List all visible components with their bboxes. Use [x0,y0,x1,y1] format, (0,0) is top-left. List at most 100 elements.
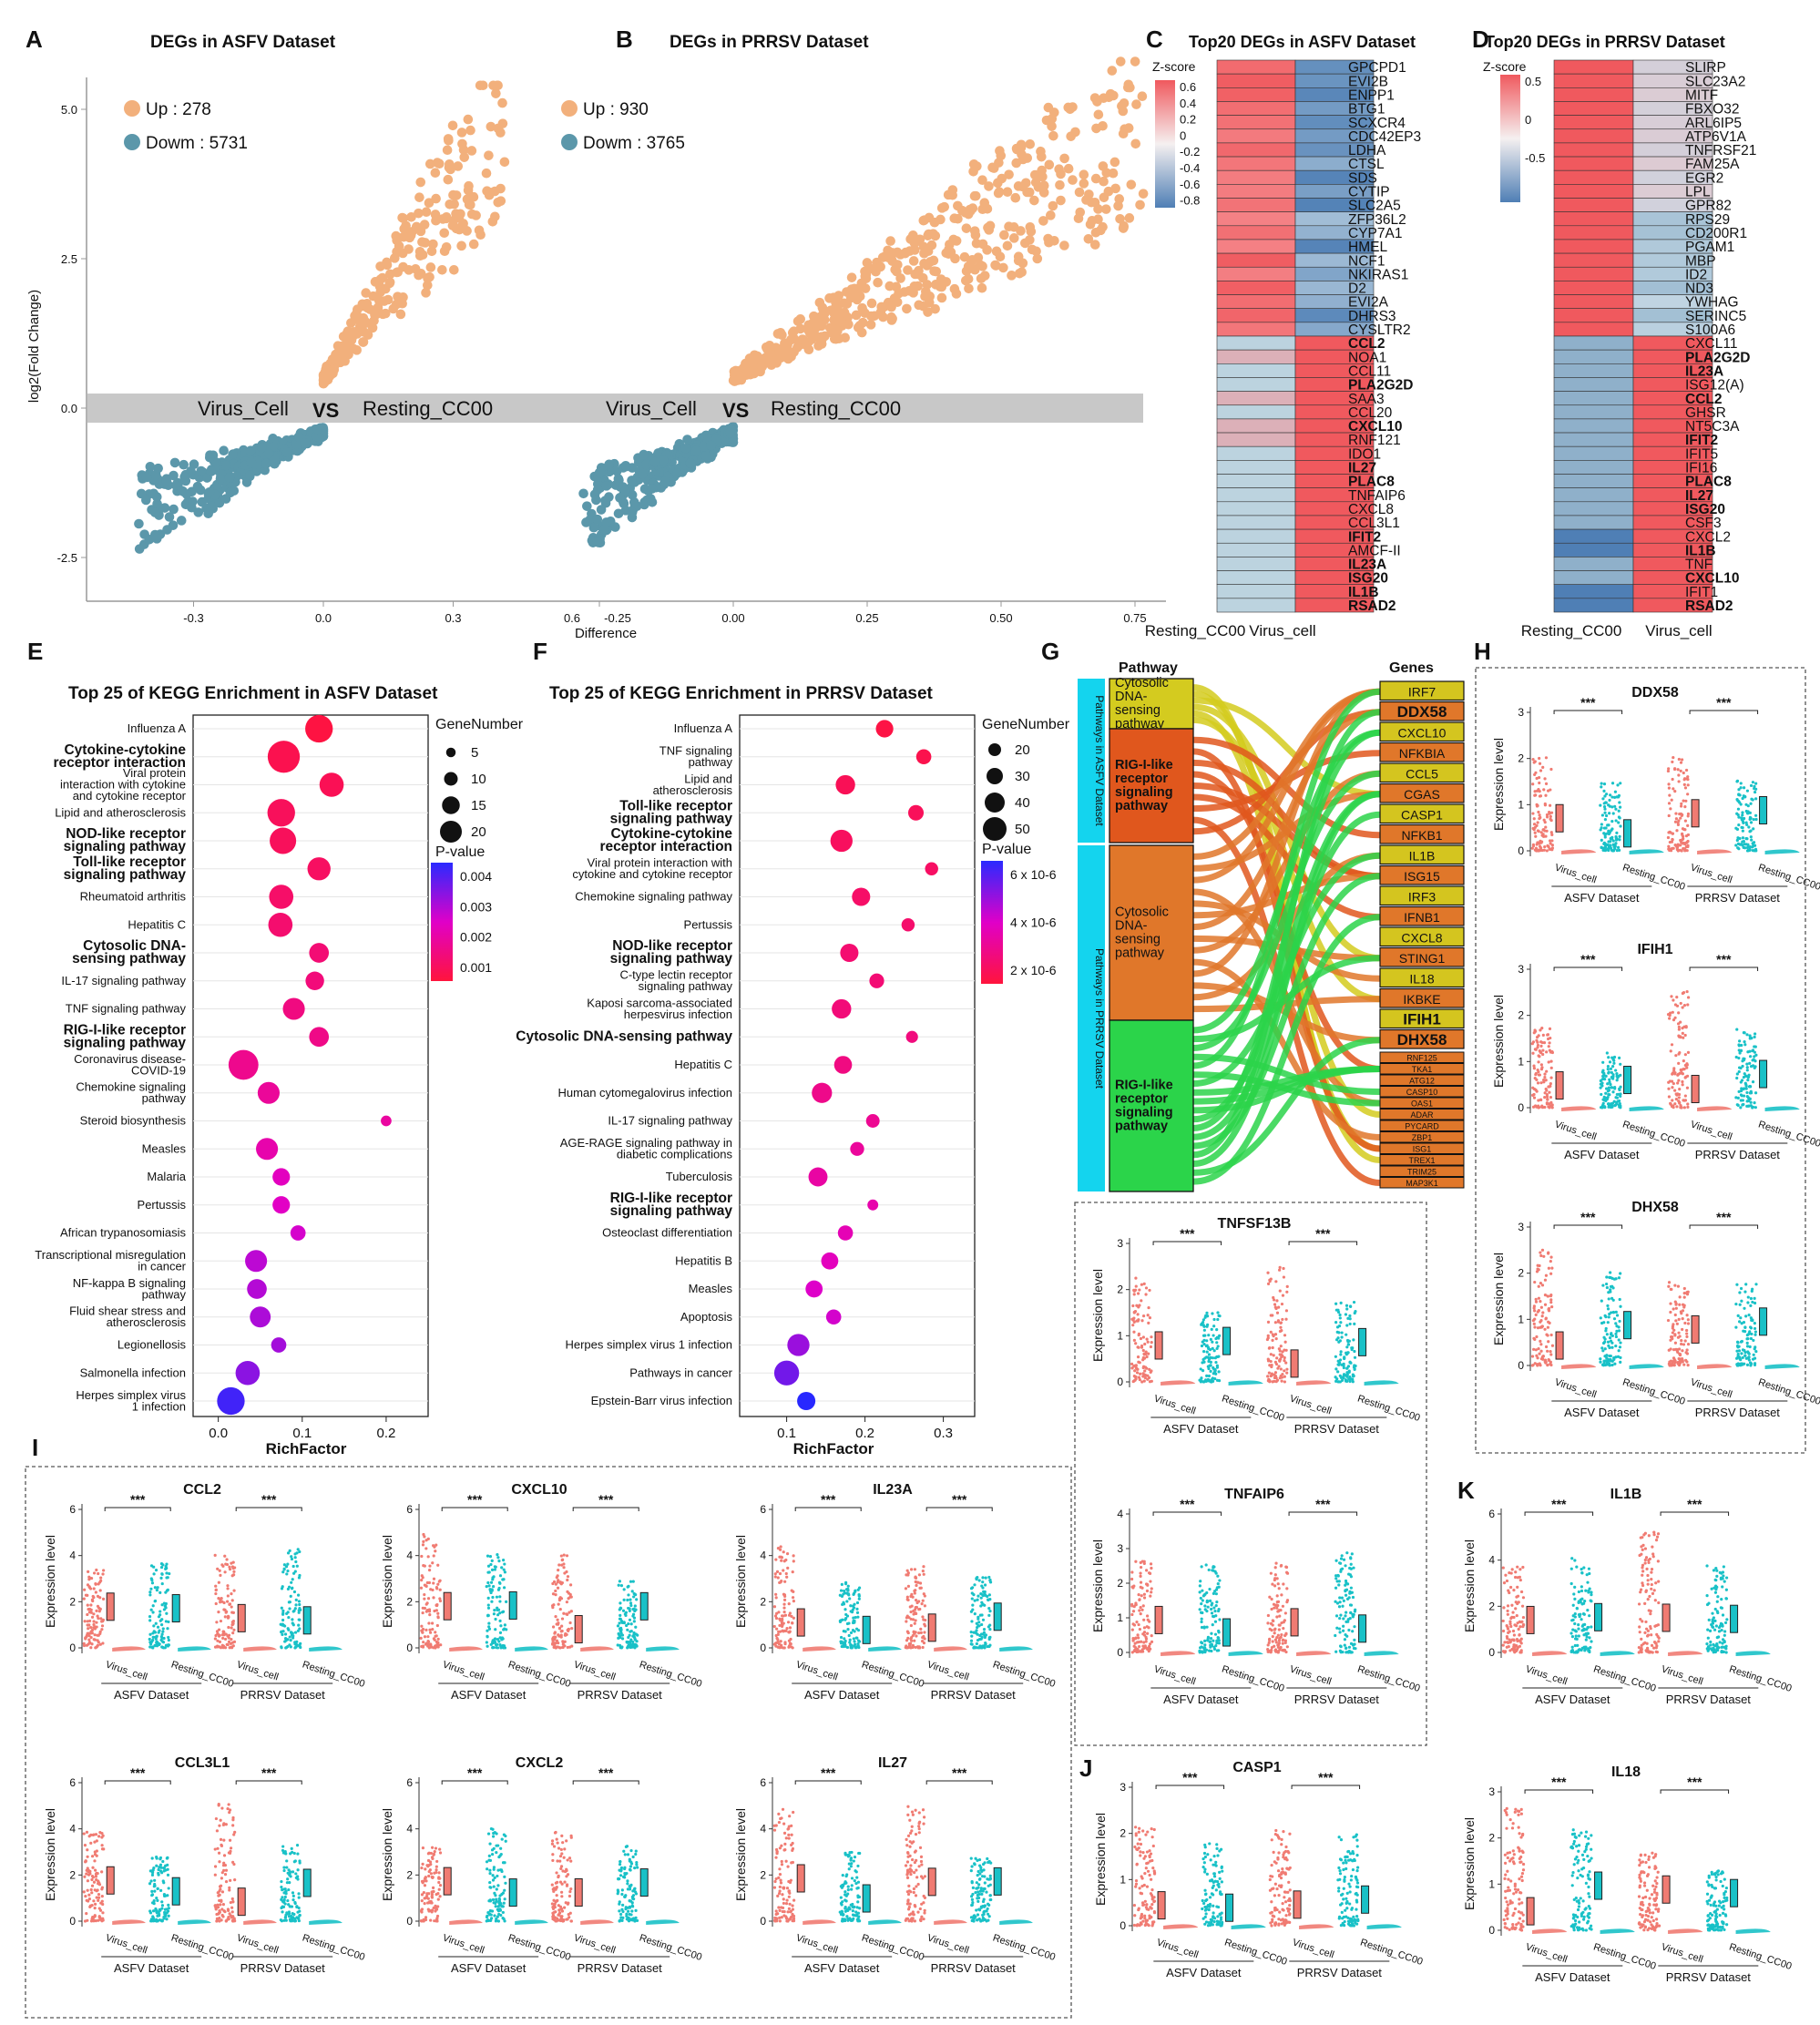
heat-cell [1216,308,1296,323]
violin-point [1538,842,1541,845]
heat-cell [1216,59,1296,75]
heat-cell [1553,73,1634,88]
violin-point [1612,1317,1617,1321]
violin-point [1353,1364,1356,1367]
violin-point [94,1590,97,1594]
violin-point [1667,1095,1672,1099]
kegg-dot [309,943,330,963]
violin-shape [1561,1106,1597,1111]
band-a-left: Virus_Cell [198,397,289,420]
violin-point [1686,793,1690,796]
violin-point [1619,1062,1622,1066]
violin-point [1339,1613,1343,1617]
violin-point [1275,1356,1279,1360]
violin-point [1615,1072,1619,1076]
violin-point [1606,1307,1610,1311]
violin-point [1686,1343,1691,1346]
heat-cell [1216,128,1296,144]
volcano-point [775,327,786,338]
volcano-point [865,263,875,274]
x-tick-label: -0.25 [604,611,631,625]
significance-stars: *** [1180,1497,1195,1511]
gene-node-label: DDX58 [1397,703,1447,721]
panel-letter-h: H [1474,638,1491,665]
violin-point [1546,1364,1549,1367]
p-colorbar [981,861,1003,984]
violin-point [1673,1360,1677,1365]
violin-point [1614,1096,1618,1099]
violin-point [1547,1105,1550,1109]
violin-point [1206,1635,1211,1639]
violin-gene-title: TNFAIP6 [1224,1487,1284,1502]
kegg-dot [319,772,344,797]
violin-point [1130,1577,1134,1581]
violin-point [1546,1349,1549,1353]
y-axis-label: Expression level [1090,1539,1105,1632]
violin-point [220,1600,224,1603]
dataset-label: ASFV Dataset [1564,1148,1640,1161]
panel-e-xlabel: RichFactor [266,1440,347,1457]
volcano-point [263,448,274,459]
violin-point [1617,809,1621,813]
violin-point [1266,1643,1270,1647]
violin-point [159,1562,164,1566]
violin-point [1752,1353,1755,1356]
y-tick-label: 0 [1518,1359,1524,1372]
kegg-dot [269,885,294,909]
y-tick-label: 0 [69,1641,76,1654]
violin-point [1744,803,1748,806]
gene-node-label: IFNB1 [1404,910,1440,925]
kegg-dot [290,1225,306,1241]
kegg-dot [272,1196,291,1214]
violin-point [1148,1642,1152,1646]
y-tick-label: 2 [69,1595,76,1608]
violin-point [1351,1373,1355,1376]
violin-point [1342,1558,1346,1561]
violin-point [231,1573,236,1577]
violin-point [86,1593,89,1597]
volcano-point [361,288,372,298]
violin-point [1549,1350,1552,1354]
violin-point [1144,1286,1149,1290]
violin-point [1198,1608,1201,1611]
violin-point [1342,1624,1345,1628]
violin-point [151,1631,155,1635]
violin-point [292,1590,297,1594]
violin-point [154,1569,158,1572]
volcano-point [1059,240,1069,251]
violin-point [1754,787,1758,791]
violin-point [1534,1313,1538,1316]
violin-point [99,1617,103,1621]
violin-point [1672,767,1677,772]
kegg-category-label: Pathways in cancer [629,1365,732,1379]
volcano-point [359,327,370,337]
violin-point [1538,1263,1541,1268]
kegg-category-label: Herpes simplex virus 1 infection [565,1338,732,1352]
violin-point [1130,1362,1134,1365]
violin-point [160,1581,164,1586]
gene-node-label: CXCL10 [1398,726,1447,741]
violin-point [1204,1648,1209,1652]
heat-cell [1216,156,1296,171]
violin-point [1200,1376,1203,1380]
violin-point [1534,1297,1538,1301]
violin-point [1216,1317,1220,1322]
heat-cell [1553,281,1634,295]
violin-point [1685,1335,1689,1339]
violin-point [1678,1050,1682,1055]
violin-point [1539,1305,1543,1309]
violin-point [1200,1620,1203,1624]
significance-stars: *** [1580,1210,1596,1224]
violin-point [1539,1253,1543,1258]
violin-point [1269,1353,1273,1356]
violin-point [1351,1630,1355,1633]
x-tick-label: 0.50 [989,611,1012,625]
volcano-point [582,501,592,511]
kegg-category-label: Malaria [147,1170,186,1183]
volcano-point [322,367,332,377]
violin-point [1754,1106,1757,1110]
violin-point [1279,1325,1283,1329]
violin-point [1342,1599,1345,1602]
kegg-dot [869,973,884,988]
violin-point [1546,1334,1549,1337]
